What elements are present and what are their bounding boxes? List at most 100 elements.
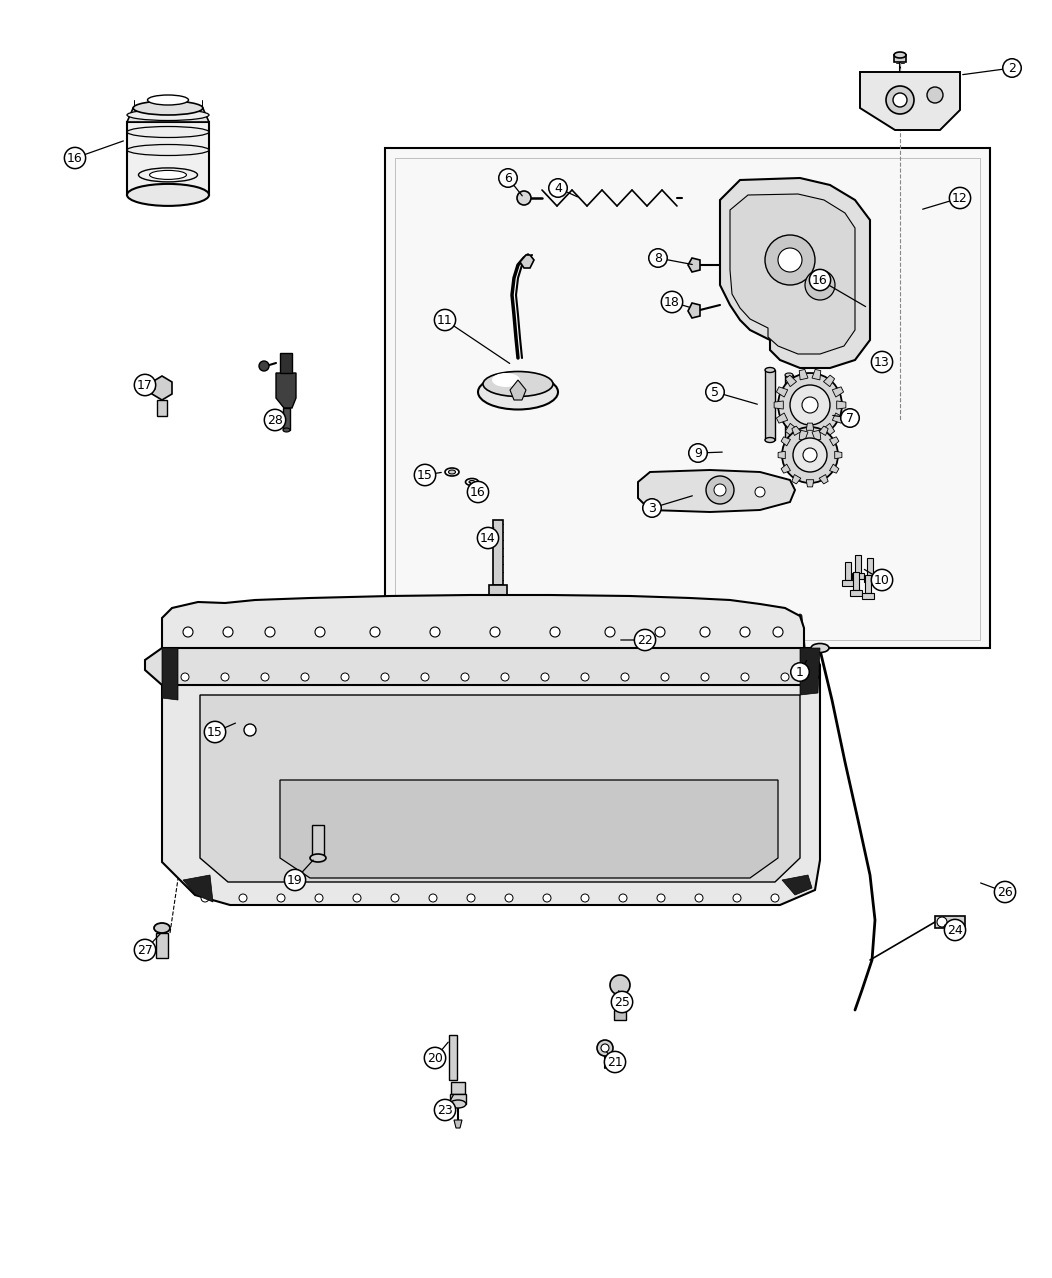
Polygon shape [638, 470, 795, 512]
Circle shape [501, 674, 509, 681]
Circle shape [315, 895, 323, 902]
Circle shape [244, 725, 256, 736]
Polygon shape [151, 376, 171, 400]
Circle shape [543, 895, 551, 902]
Polygon shape [183, 875, 213, 902]
Polygon shape [792, 474, 801, 484]
Polygon shape [824, 376, 834, 387]
Ellipse shape [894, 52, 906, 58]
Polygon shape [449, 1035, 457, 1080]
Polygon shape [836, 401, 846, 409]
Circle shape [421, 674, 429, 681]
Circle shape [658, 895, 665, 902]
Polygon shape [830, 464, 838, 473]
Circle shape [370, 627, 380, 636]
Polygon shape [145, 648, 820, 685]
Polygon shape [812, 431, 821, 441]
Circle shape [778, 248, 802, 272]
Circle shape [183, 627, 193, 636]
Text: 16: 16 [67, 152, 83, 165]
Polygon shape [510, 380, 526, 400]
Circle shape [805, 270, 835, 300]
Text: 15: 15 [417, 469, 433, 482]
Polygon shape [781, 464, 790, 473]
Circle shape [517, 190, 531, 204]
Polygon shape [786, 376, 796, 387]
Polygon shape [806, 423, 814, 431]
Circle shape [605, 627, 615, 636]
Polygon shape [832, 387, 844, 397]
Text: 27: 27 [137, 943, 153, 956]
Circle shape [261, 674, 269, 681]
Ellipse shape [465, 478, 479, 486]
Circle shape [740, 627, 750, 636]
Polygon shape [127, 109, 209, 121]
Circle shape [505, 895, 513, 902]
Circle shape [927, 87, 943, 104]
Polygon shape [830, 437, 838, 446]
Polygon shape [614, 1010, 626, 1020]
Polygon shape [765, 371, 775, 440]
Circle shape [733, 895, 741, 902]
Text: 7: 7 [846, 412, 854, 424]
Polygon shape [832, 413, 844, 423]
Polygon shape [820, 426, 828, 436]
Polygon shape [688, 303, 700, 318]
Circle shape [353, 895, 361, 902]
Polygon shape [864, 576, 876, 581]
Circle shape [610, 975, 630, 996]
Polygon shape [776, 413, 788, 423]
Polygon shape [785, 374, 793, 445]
Circle shape [661, 674, 669, 681]
Text: 17: 17 [137, 378, 153, 391]
Polygon shape [162, 596, 804, 665]
Circle shape [937, 918, 947, 927]
Polygon shape [850, 590, 862, 596]
Circle shape [541, 674, 549, 681]
Text: 2: 2 [1008, 61, 1016, 74]
Polygon shape [865, 575, 871, 593]
Ellipse shape [283, 428, 290, 432]
Ellipse shape [469, 481, 476, 483]
Ellipse shape [127, 144, 209, 156]
Circle shape [550, 627, 560, 636]
Polygon shape [894, 55, 906, 63]
Circle shape [802, 397, 818, 413]
Polygon shape [280, 780, 778, 878]
Circle shape [461, 674, 469, 681]
Polygon shape [774, 401, 784, 409]
Text: 13: 13 [874, 355, 890, 368]
Circle shape [601, 1044, 609, 1052]
Polygon shape [800, 369, 808, 380]
Polygon shape [935, 916, 965, 928]
Ellipse shape [448, 470, 456, 474]
Ellipse shape [785, 373, 793, 377]
Polygon shape [792, 426, 801, 436]
Polygon shape [806, 479, 814, 487]
Ellipse shape [811, 644, 829, 653]
Circle shape [781, 674, 789, 681]
Polygon shape [853, 573, 859, 590]
Text: 6: 6 [504, 171, 512, 184]
Circle shape [581, 674, 589, 681]
Text: 26: 26 [997, 886, 1013, 898]
Ellipse shape [765, 368, 775, 372]
Polygon shape [451, 1082, 465, 1094]
Ellipse shape [149, 170, 186, 179]
Text: 11: 11 [438, 313, 452, 326]
Polygon shape [157, 400, 167, 417]
Circle shape [619, 895, 627, 902]
Circle shape [301, 674, 309, 681]
Polygon shape [720, 178, 870, 368]
Ellipse shape [127, 110, 209, 120]
Circle shape [265, 627, 275, 636]
Circle shape [596, 1040, 613, 1056]
Polygon shape [730, 194, 855, 354]
Text: 23: 23 [438, 1103, 452, 1117]
Circle shape [239, 895, 247, 902]
Circle shape [741, 674, 749, 681]
Polygon shape [800, 648, 820, 695]
Circle shape [655, 627, 665, 636]
Polygon shape [778, 451, 785, 459]
Text: 1: 1 [796, 666, 804, 679]
